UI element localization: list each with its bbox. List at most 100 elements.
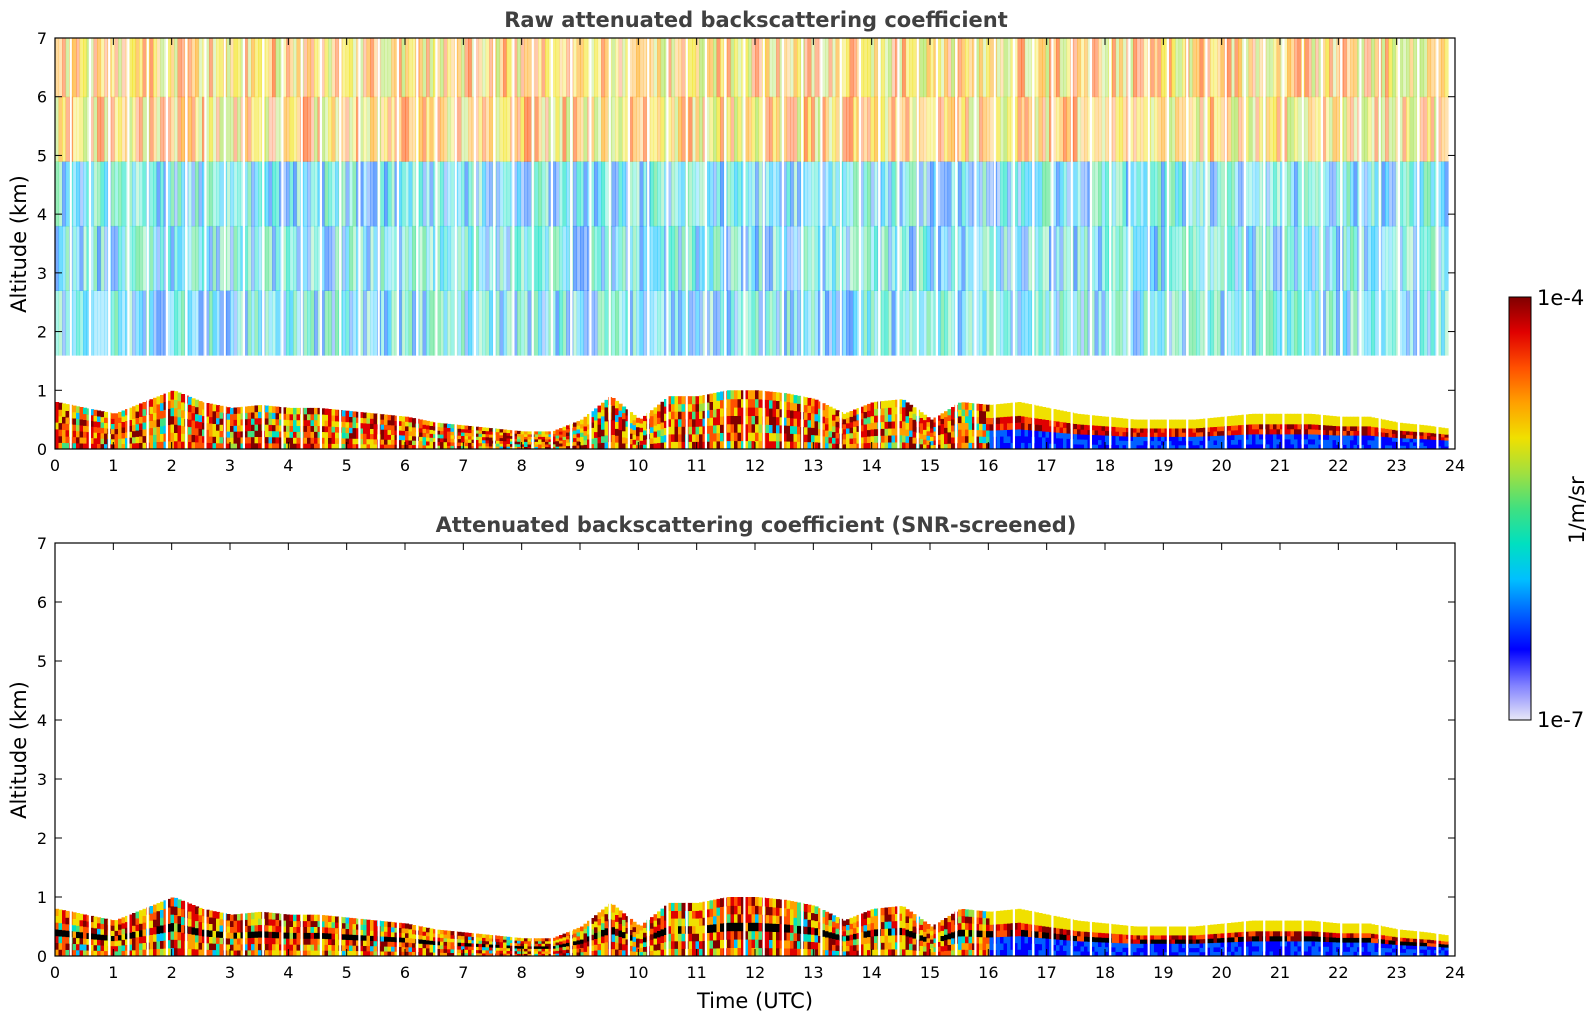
heatmap-cell	[1045, 437, 1050, 444]
heatmap-cell	[1388, 161, 1393, 227]
heatmap-cell	[174, 407, 179, 417]
heatmap-cell	[975, 436, 980, 443]
heatmap-cell	[692, 411, 697, 420]
heatmap-cell	[153, 96, 158, 162]
heatmap-cell	[475, 433, 480, 437]
heatmap-cell	[541, 431, 546, 435]
heatmap-cell	[667, 38, 672, 98]
heatmap-cell	[1028, 225, 1033, 291]
heatmap-cell	[1283, 96, 1288, 162]
heatmap-cell	[1444, 38, 1449, 98]
heatmap-cell	[1280, 413, 1285, 420]
heatmap-cell	[975, 416, 980, 424]
heatmap-cell	[440, 161, 445, 227]
heatmap-cell	[475, 426, 480, 431]
heatmap-cell	[93, 437, 98, 444]
heatmap-cell	[664, 420, 669, 428]
heatmap-cell	[681, 441, 686, 450]
heatmap-cell	[1175, 432, 1180, 437]
heatmap-cell	[1150, 428, 1155, 433]
heatmap-cell	[1318, 96, 1323, 162]
y-tick-label: 5	[37, 146, 47, 165]
heatmap-cell	[1413, 161, 1418, 227]
heatmap-cell	[821, 403, 826, 411]
heatmap-cell	[961, 402, 966, 410]
heatmap-cell	[1217, 430, 1222, 436]
heatmap-cell	[1073, 225, 1078, 291]
heatmap-cell	[884, 442, 889, 450]
heatmap-cell	[1434, 445, 1439, 450]
heatmap-cell	[1266, 290, 1271, 356]
heatmap-cell	[538, 225, 543, 291]
heatmap-cell	[191, 427, 196, 435]
heatmap-cell	[212, 417, 217, 424]
heatmap-cell	[412, 444, 417, 450]
heatmap-cell	[1140, 436, 1145, 442]
heatmap-cell	[230, 225, 235, 291]
heatmap-cell	[398, 420, 403, 426]
heatmap-cell	[405, 96, 410, 162]
heatmap-cell	[1385, 96, 1390, 162]
heatmap-cell	[692, 290, 697, 356]
heatmap-cell	[1133, 290, 1138, 356]
heatmap-cell	[1343, 38, 1348, 98]
heatmap-cell	[72, 161, 77, 227]
heatmap-cell	[198, 290, 203, 356]
heatmap-cell	[804, 434, 809, 443]
heatmap-cell	[482, 439, 487, 444]
heatmap-cell	[902, 399, 907, 408]
heatmap-cell	[905, 38, 910, 98]
heatmap-cell	[170, 161, 175, 227]
heatmap-cell	[1161, 225, 1166, 291]
heatmap-cell	[90, 290, 95, 356]
heatmap-cell	[296, 437, 301, 444]
heatmap-cell	[1238, 439, 1243, 445]
data-gap	[916, 38, 919, 449]
heatmap-cell	[1192, 96, 1197, 162]
heatmap-cell	[482, 445, 487, 450]
heatmap-cell	[65, 423, 70, 431]
heatmap-cell	[1371, 290, 1376, 356]
heatmap-cell	[125, 409, 130, 416]
heatmap-cell	[62, 929, 67, 937]
heatmap-cell	[198, 38, 203, 98]
heatmap-cell	[394, 38, 399, 98]
heatmap-cell	[1444, 437, 1449, 441]
heatmap-cell	[1287, 444, 1292, 450]
heatmap-cell	[1059, 161, 1064, 227]
heatmap-cell	[279, 431, 284, 438]
heatmap-cell	[125, 426, 130, 433]
heatmap-cell	[1430, 442, 1435, 447]
heatmap-cell	[118, 422, 123, 429]
heatmap-cell	[611, 398, 616, 406]
heatmap-cell	[475, 442, 480, 447]
heatmap-cell	[1119, 418, 1124, 423]
heatmap-cell	[1094, 425, 1099, 431]
heatmap-cell	[527, 438, 532, 442]
heatmap-cell	[247, 406, 252, 413]
heatmap-cell	[517, 443, 522, 447]
heatmap-cell	[982, 290, 987, 356]
heatmap-cell	[471, 436, 476, 440]
heatmap-cell	[265, 442, 270, 450]
heatmap-cell	[139, 225, 144, 291]
heatmap-cell	[1003, 96, 1008, 162]
heatmap-cell	[307, 413, 312, 421]
heatmap-cell	[307, 437, 312, 444]
heatmap-cell	[1427, 445, 1432, 450]
heatmap-cell	[405, 430, 410, 436]
heatmap-cell	[695, 396, 700, 405]
heatmap-cell	[440, 38, 445, 98]
heatmap-cell	[72, 924, 77, 932]
heatmap-cell	[909, 96, 914, 162]
data-gap	[454, 38, 457, 449]
heatmap-cell	[422, 424, 427, 429]
heatmap-cell	[748, 96, 753, 162]
heatmap-cell	[258, 423, 263, 431]
heatmap-cell	[793, 433, 798, 442]
heatmap-cell	[1259, 438, 1264, 445]
heatmap-cell	[625, 432, 630, 439]
heatmap-cell	[583, 435, 588, 441]
heatmap-cell	[520, 436, 525, 440]
heatmap-cell	[695, 411, 700, 420]
